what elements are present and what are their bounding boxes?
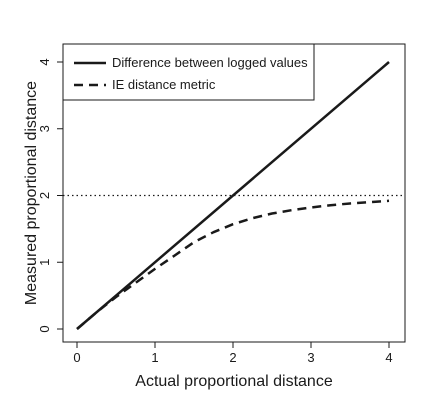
y-tick-label: 0 [37,325,52,332]
y-axis-title: Measured proportional distance [23,81,40,305]
legend-box [62,43,315,101]
x-tick-label: 1 [151,350,158,365]
series-group [76,61,390,330]
x-tick-label: 2 [229,350,236,365]
x-axis: 0 1 2 3 4 [73,341,393,365]
x-tick-label: 3 [307,350,314,365]
series-line-difference [76,61,390,330]
x-tick-label: 4 [385,350,392,365]
y-axis: 0 1 2 3 4 [37,58,64,333]
legend-label-difference: Difference between logged values [112,55,308,70]
legend: Difference between logged values IE dist… [62,43,315,101]
y-tick-label: 4 [37,58,52,65]
series-line-ie-distance [76,199,390,330]
y-tick-label: 2 [37,192,52,199]
legend-label-ie-distance: IE distance metric [112,77,216,92]
y-tick-label: 3 [37,125,52,132]
y-tick-label: 1 [37,259,52,266]
x-tick-label: 0 [73,350,80,365]
x-axis-title: Actual proportional distance [135,373,333,390]
